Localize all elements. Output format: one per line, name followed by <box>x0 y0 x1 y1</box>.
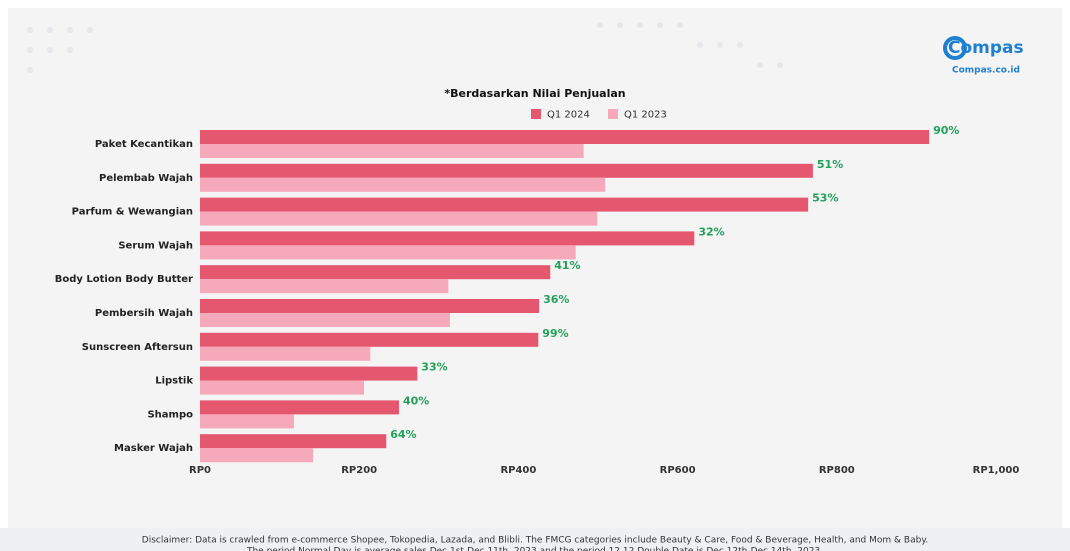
bar <box>200 279 449 294</box>
annotation: 40% <box>403 394 429 407</box>
bar <box>200 177 606 192</box>
bar <box>200 400 399 415</box>
brand-url: Compas.co.id <box>952 66 1020 76</box>
annotation: 51% <box>817 158 843 171</box>
annotation: 33% <box>421 361 447 374</box>
bar <box>200 414 294 429</box>
bar <box>200 332 539 347</box>
annotation: 99% <box>542 327 568 340</box>
legend-swatch <box>531 109 541 119</box>
bar <box>200 211 598 226</box>
annotation: 36% <box>543 293 569 306</box>
y-tick-label: Shampo <box>147 409 193 420</box>
annotation: 53% <box>812 192 838 205</box>
bar <box>200 163 813 178</box>
legend-label: Q1 2023 <box>624 110 667 121</box>
x-tick-label: RP1,000 <box>973 465 1020 476</box>
y-tick-label: Serum Wajah <box>118 240 193 251</box>
logo-mark <box>943 36 967 60</box>
annotation: 90% <box>933 124 959 137</box>
x-tick-label: RP400 <box>500 465 536 476</box>
x-tick-label: RP600 <box>660 465 696 476</box>
bar <box>200 197 809 212</box>
bar <box>200 380 364 395</box>
x-tick-label: RP0 <box>189 465 211 476</box>
bar <box>200 299 540 313</box>
bar <box>200 265 551 280</box>
disclaimer: Disclaimer: Data is crawled from e-comme… <box>142 536 928 546</box>
chart-title: *Berdasarkan Nilai Penjualan <box>444 87 625 100</box>
y-tick-label: Pembersih Wajah <box>95 308 193 319</box>
bar <box>200 144 584 158</box>
bar <box>200 366 418 381</box>
bar <box>200 346 371 361</box>
bar <box>200 130 930 144</box>
bar <box>200 434 387 449</box>
y-tick-label: Sunscreen Aftersun <box>82 342 193 353</box>
x-tick-label: RP800 <box>819 465 855 476</box>
y-tick-label: Body Lotion Body Butter <box>55 274 193 285</box>
bar <box>200 448 314 463</box>
annotation: 32% <box>698 225 724 238</box>
legend-swatch <box>608 109 618 119</box>
disclaimer: The period Normal Day is average sales D… <box>246 547 823 551</box>
bar <box>200 313 450 327</box>
brand: Compas <box>948 38 1024 58</box>
y-tick-label: Lipstik <box>155 376 193 387</box>
annotation: 41% <box>554 259 580 272</box>
y-tick-label: Masker Wajah <box>114 443 193 454</box>
y-tick-label: Parfum & Wewangian <box>72 207 193 218</box>
bar <box>200 231 695 246</box>
x-tick-label: RP200 <box>341 465 377 476</box>
legend-label: Q1 2024 <box>547 110 590 121</box>
dots <box>27 22 783 73</box>
annotation: 64% <box>390 428 416 441</box>
footer-band <box>0 528 1070 551</box>
y-tick-label: Pelembab Wajah <box>99 173 193 184</box>
bar <box>200 245 576 260</box>
y-tick-label: Paket Kecantikan <box>95 139 193 150</box>
